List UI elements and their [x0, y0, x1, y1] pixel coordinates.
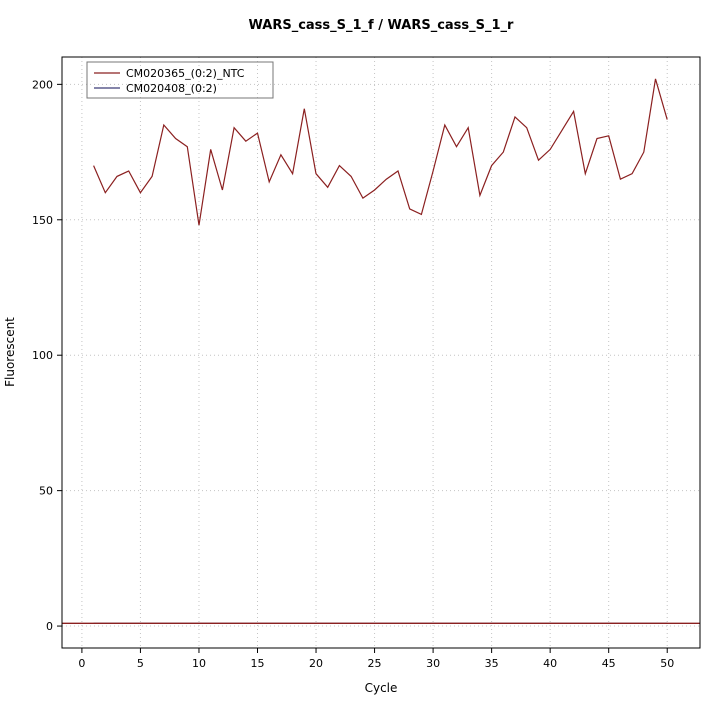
x-tick-label: 45	[602, 657, 616, 670]
legend-label: CM020408_(0:2)	[126, 82, 217, 95]
x-tick-label: 30	[426, 657, 440, 670]
x-tick-label: 25	[368, 657, 382, 670]
y-tick-label: 100	[32, 349, 53, 362]
legend-label: CM020365_(0:2)_NTC	[126, 67, 245, 80]
x-tick-label: 50	[660, 657, 674, 670]
series-line	[93, 78, 668, 226]
x-tick-label: 15	[250, 657, 264, 670]
y-tick-label: 50	[39, 485, 53, 498]
plot-border	[61, 56, 701, 649]
legend-box	[86, 61, 274, 99]
x-tick-label: 35	[485, 657, 499, 670]
y-axis-label: Fluorescent	[3, 317, 17, 387]
y-tick-label: 150	[32, 214, 53, 227]
x-tick-label: 40	[543, 657, 557, 670]
y-tick-label: 200	[32, 78, 53, 91]
y-tick-label: 0	[46, 620, 53, 633]
x-axis-label: Cycle	[365, 681, 398, 695]
x-tick-label: 10	[192, 657, 206, 670]
chart-title: WARS_cass_S_1_f / WARS_cass_S_1_r	[249, 18, 515, 33]
plot-layer: 0 5 10 15 20 25 30 35 40 45 50 0 50 100 150 200 CM020365…	[32, 56, 701, 670]
x-tick-label: 20	[309, 657, 323, 670]
x-tick-label: 0	[78, 657, 85, 670]
x-tick-label: 5	[137, 657, 144, 670]
